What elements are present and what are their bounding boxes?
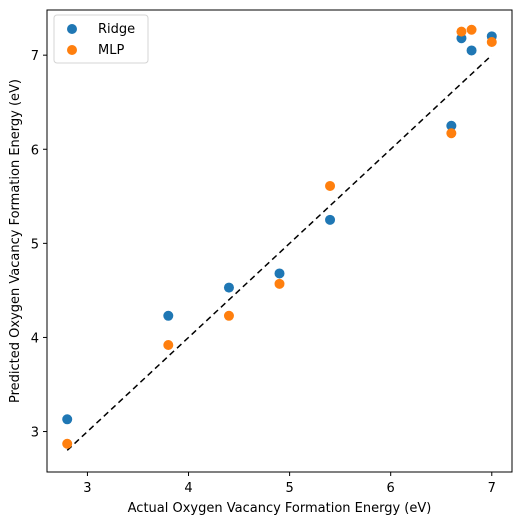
point-ridge	[325, 214, 336, 225]
x-tick-label: 5	[285, 481, 293, 496]
legend-label-ridge: Ridge	[98, 22, 135, 37]
legend-marker-ridge	[67, 24, 77, 34]
legend-label-mlp: MLP	[98, 43, 124, 58]
reference-line	[66, 54, 493, 451]
point-ridge	[62, 414, 73, 425]
y-tick-label: 5	[31, 237, 39, 252]
axis-ticks: 3 4 5 6 7 3 4 5 6 7	[31, 49, 496, 496]
x-tick-label: 7	[488, 481, 496, 496]
point-mlp	[466, 24, 477, 35]
point-ridge	[274, 268, 285, 279]
point-mlp	[325, 180, 336, 191]
y-tick-label: 6	[31, 143, 39, 158]
point-mlp	[62, 438, 73, 449]
x-axis-label: Actual Oxygen Vacancy Formation Energy (…	[128, 501, 432, 516]
legend-marker-mlp	[67, 45, 77, 55]
point-mlp	[274, 278, 285, 289]
y-tick-label: 3	[31, 426, 39, 441]
point-ridge	[446, 120, 457, 131]
x-tick-label: 3	[83, 481, 91, 496]
point-mlp	[223, 310, 234, 321]
y-tick-label: 4	[31, 331, 39, 346]
legend-box	[53, 14, 149, 64]
point-ridge	[163, 310, 174, 321]
y-tick-label: 7	[31, 49, 39, 64]
point-mlp	[163, 339, 174, 350]
y-axis-label: Predicted Oxygen Vacancy Formation Energ…	[8, 79, 23, 403]
point-mlp	[446, 128, 457, 139]
data-points	[62, 24, 497, 449]
legend: Ridge MLP	[53, 14, 149, 64]
point-mlp	[456, 26, 467, 37]
x-tick-label: 6	[387, 481, 395, 496]
point-ridge	[223, 282, 234, 293]
plot-frame	[46, 9, 513, 473]
point-mlp	[486, 36, 497, 47]
x-tick-label: 4	[184, 481, 192, 496]
point-ridge	[466, 45, 477, 56]
